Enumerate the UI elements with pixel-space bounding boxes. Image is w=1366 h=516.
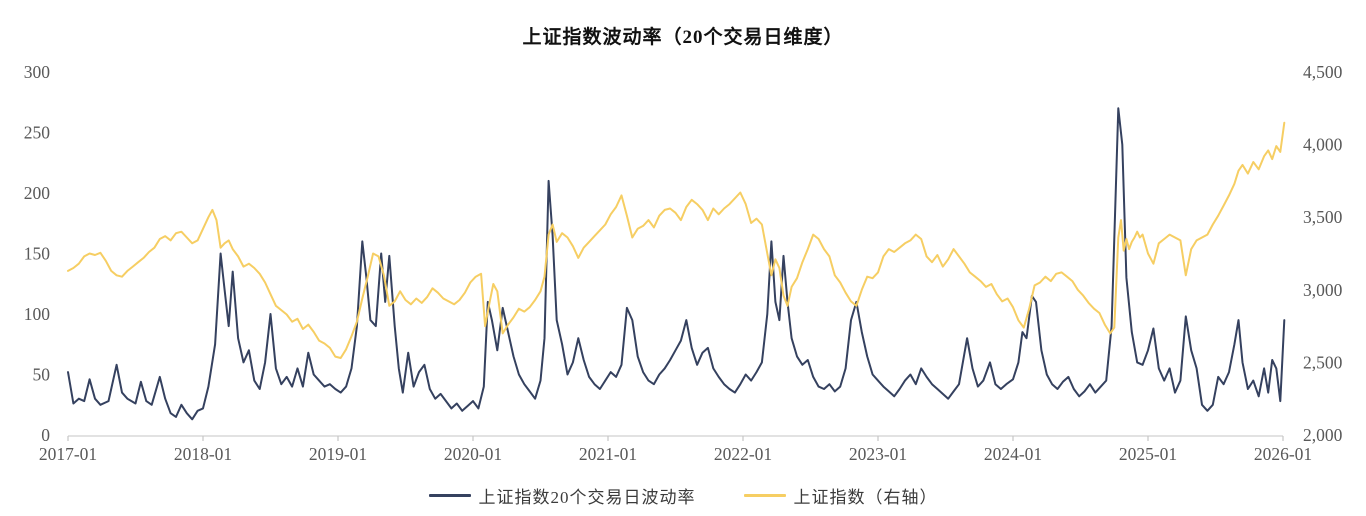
chart-title: 上证指数波动率（20个交易日维度） [522,27,844,48]
left-axis-tick-label: 250 [24,123,51,143]
left-axis-tick-label: 200 [24,183,51,203]
volatility-line-swatch [428,494,471,497]
legend-item-index: 上证指数（右轴） [743,483,938,508]
right-axis-tick-label: 3,000 [1303,280,1343,300]
x-axis-tick-label: 2021-01 [579,444,637,464]
legend-item-volatility: 上证指数20个交易日波动率 [428,483,696,508]
x-axis-tick-label: 2022-01 [714,444,772,464]
right-axis-tick-label: 4,500 [1303,62,1343,82]
left-axis-tick-label: 150 [24,244,51,264]
legend-label-index: 上证指数（右轴） [793,488,938,507]
legend-label-volatility: 上证指数20个交易日波动率 [478,488,696,507]
x-axis-tick-label: 2017-01 [39,444,97,464]
left-axis-tick-label: 300 [24,62,51,82]
left-axis-tick-label: 100 [24,304,51,324]
left-axis-tick-label: 0 [41,425,50,445]
x-axis-tick-label: 2020-01 [444,444,502,464]
volatility-line [67,107,1286,421]
x-axis-tick-label: 2025-01 [1119,444,1177,464]
right-axis-tick-label: 2,500 [1303,352,1343,372]
right-axis-tick-label: 4,000 [1303,135,1343,155]
x-axis-tick-label: 2019-01 [309,444,367,464]
right-axis-tick-label: 2,000 [1303,425,1343,445]
index-line [67,121,1286,359]
x-axis-tick-label: 2018-01 [174,444,232,464]
x-axis-tick-label: 2023-01 [849,444,907,464]
index-line-swatch [743,494,786,497]
left-axis-tick-label: 50 [33,365,51,385]
x-axis-tick-label: 2026-01 [1254,444,1312,464]
legend: 上证指数20个交易日波动率 上证指数（右轴） [0,483,1366,508]
right-axis-tick-label: 3,500 [1303,207,1343,227]
x-axis-tick-label: 2024-01 [984,444,1042,464]
